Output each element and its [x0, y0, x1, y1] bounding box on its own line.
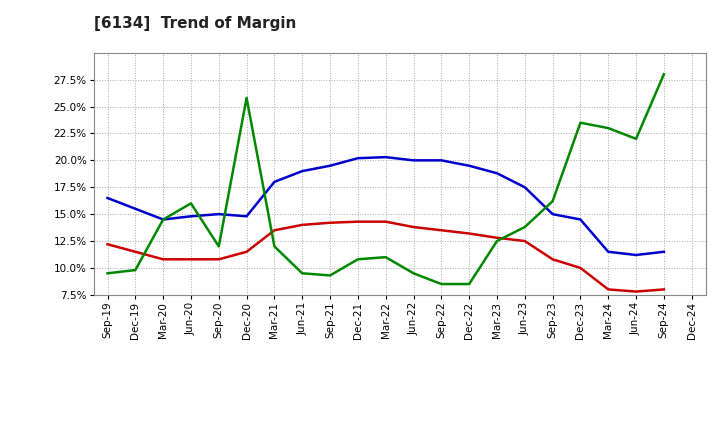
Operating Cashflow: [382, 254, 390, 260]
Text: [6134]  Trend of Margin: [6134] Trend of Margin: [94, 16, 296, 31]
Ordinary Income: [492, 171, 501, 176]
Operating Cashflow: [215, 244, 223, 249]
Net Income: [131, 249, 140, 254]
Operating Cashflow: [270, 244, 279, 249]
Ordinary Income: [159, 217, 168, 222]
Net Income: [215, 257, 223, 262]
Ordinary Income: [103, 195, 112, 201]
Ordinary Income: [631, 253, 640, 258]
Net Income: [382, 219, 390, 224]
Operating Cashflow: [465, 282, 474, 287]
Ordinary Income: [382, 154, 390, 160]
Net Income: [242, 249, 251, 254]
Net Income: [604, 287, 613, 292]
Operating Cashflow: [521, 224, 529, 230]
Net Income: [437, 227, 446, 233]
Ordinary Income: [437, 158, 446, 163]
Operating Cashflow: [604, 125, 613, 131]
Operating Cashflow: [576, 120, 585, 125]
Net Income: [631, 289, 640, 294]
Operating Cashflow: [159, 217, 168, 222]
Ordinary Income: [215, 212, 223, 217]
Ordinary Income: [354, 156, 362, 161]
Operating Cashflow: [298, 271, 307, 276]
Operating Cashflow: [354, 257, 362, 262]
Operating Cashflow: [409, 271, 418, 276]
Ordinary Income: [549, 212, 557, 217]
Operating Cashflow: [325, 273, 334, 278]
Operating Cashflow: [186, 201, 195, 206]
Net Income: [186, 257, 195, 262]
Ordinary Income: [242, 214, 251, 219]
Net Income: [660, 287, 668, 292]
Net Income: [325, 220, 334, 225]
Operating Cashflow: [437, 282, 446, 287]
Line: Ordinary Income: Ordinary Income: [107, 157, 664, 255]
Net Income: [298, 222, 307, 227]
Ordinary Income: [604, 249, 613, 254]
Net Income: [549, 257, 557, 262]
Net Income: [270, 227, 279, 233]
Net Income: [159, 257, 168, 262]
Operating Cashflow: [660, 72, 668, 77]
Ordinary Income: [186, 214, 195, 219]
Operating Cashflow: [549, 198, 557, 204]
Net Income: [465, 231, 474, 236]
Ordinary Income: [521, 185, 529, 190]
Ordinary Income: [576, 217, 585, 222]
Operating Cashflow: [103, 271, 112, 276]
Operating Cashflow: [631, 136, 640, 142]
Ordinary Income: [660, 249, 668, 254]
Ordinary Income: [325, 163, 334, 169]
Operating Cashflow: [492, 238, 501, 244]
Net Income: [492, 235, 501, 240]
Net Income: [103, 242, 112, 247]
Ordinary Income: [409, 158, 418, 163]
Ordinary Income: [298, 169, 307, 174]
Net Income: [354, 219, 362, 224]
Ordinary Income: [131, 206, 140, 211]
Net Income: [576, 265, 585, 271]
Ordinary Income: [465, 163, 474, 169]
Net Income: [409, 224, 418, 230]
Line: Net Income: Net Income: [107, 222, 664, 292]
Ordinary Income: [270, 179, 279, 184]
Operating Cashflow: [242, 95, 251, 101]
Line: Operating Cashflow: Operating Cashflow: [107, 74, 664, 284]
Operating Cashflow: [131, 268, 140, 273]
Net Income: [521, 238, 529, 244]
